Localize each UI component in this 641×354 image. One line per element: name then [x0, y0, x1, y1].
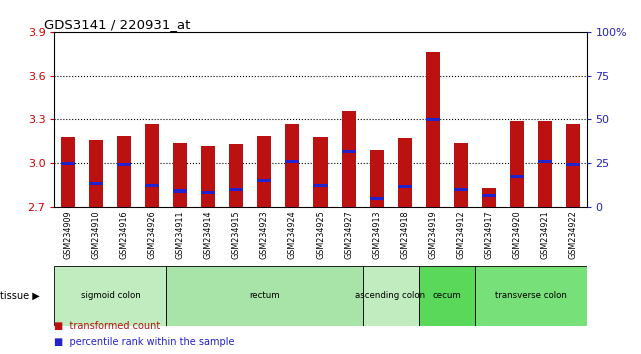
- Bar: [117, 136, 131, 207]
- Text: GSM234917: GSM234917: [484, 210, 493, 259]
- Text: cecum: cecum: [432, 291, 461, 300]
- Bar: [313, 184, 328, 187]
- Text: GSM234919: GSM234919: [428, 210, 437, 259]
- Text: GSM234912: GSM234912: [456, 210, 465, 259]
- Bar: [369, 150, 383, 207]
- Text: ascending colon: ascending colon: [356, 291, 426, 300]
- Text: GSM234924: GSM234924: [288, 210, 297, 259]
- Bar: [201, 146, 215, 207]
- Bar: [285, 124, 299, 207]
- Bar: [481, 194, 495, 197]
- Text: GDS3141 / 220931_at: GDS3141 / 220931_at: [44, 18, 190, 31]
- Text: GSM234909: GSM234909: [64, 210, 73, 259]
- Bar: [229, 188, 244, 191]
- Bar: [397, 185, 412, 188]
- Bar: [426, 118, 440, 121]
- Text: GSM234911: GSM234911: [176, 210, 185, 259]
- Bar: [285, 160, 299, 164]
- Bar: [538, 160, 551, 164]
- Text: GSM234918: GSM234918: [400, 210, 409, 259]
- Bar: [62, 137, 76, 207]
- Bar: [510, 175, 524, 178]
- Text: GSM234927: GSM234927: [344, 210, 353, 259]
- Bar: [54, 266, 167, 326]
- Text: ■  transformed count: ■ transformed count: [54, 321, 161, 331]
- Text: GSM234910: GSM234910: [92, 210, 101, 259]
- Text: GSM234926: GSM234926: [148, 210, 157, 259]
- Text: GSM234916: GSM234916: [120, 210, 129, 259]
- Bar: [174, 143, 188, 207]
- Bar: [167, 266, 363, 326]
- Bar: [62, 162, 76, 165]
- Text: GSM234921: GSM234921: [540, 210, 549, 259]
- Bar: [369, 197, 383, 200]
- Bar: [146, 184, 160, 187]
- Text: sigmoid colon: sigmoid colon: [81, 291, 140, 300]
- Text: GSM234915: GSM234915: [232, 210, 241, 259]
- Text: transverse colon: transverse colon: [495, 291, 567, 300]
- Text: GSM234920: GSM234920: [512, 210, 521, 259]
- Bar: [426, 52, 440, 207]
- Text: GSM234913: GSM234913: [372, 210, 381, 259]
- Bar: [258, 179, 272, 182]
- Text: tissue ▶: tissue ▶: [0, 291, 40, 301]
- Bar: [565, 163, 579, 166]
- Bar: [313, 137, 328, 207]
- Bar: [363, 266, 419, 326]
- Bar: [342, 150, 356, 153]
- Text: GSM234925: GSM234925: [316, 210, 325, 259]
- Bar: [90, 140, 103, 207]
- Bar: [342, 111, 356, 207]
- Bar: [454, 188, 467, 191]
- Bar: [454, 143, 467, 207]
- Text: GSM234922: GSM234922: [568, 210, 577, 259]
- Bar: [538, 121, 551, 207]
- Bar: [419, 266, 474, 326]
- Bar: [474, 266, 587, 326]
- Bar: [117, 163, 131, 166]
- Text: rectum: rectum: [249, 291, 280, 300]
- Text: GSM234923: GSM234923: [260, 210, 269, 259]
- Bar: [481, 188, 495, 207]
- Bar: [90, 182, 103, 185]
- Bar: [229, 144, 244, 207]
- Text: GSM234914: GSM234914: [204, 210, 213, 259]
- Text: ■  percentile rank within the sample: ■ percentile rank within the sample: [54, 337, 235, 347]
- Bar: [174, 189, 188, 193]
- Bar: [510, 121, 524, 207]
- Bar: [201, 191, 215, 194]
- Bar: [258, 136, 272, 207]
- Bar: [146, 124, 160, 207]
- Bar: [565, 124, 579, 207]
- Bar: [397, 138, 412, 207]
